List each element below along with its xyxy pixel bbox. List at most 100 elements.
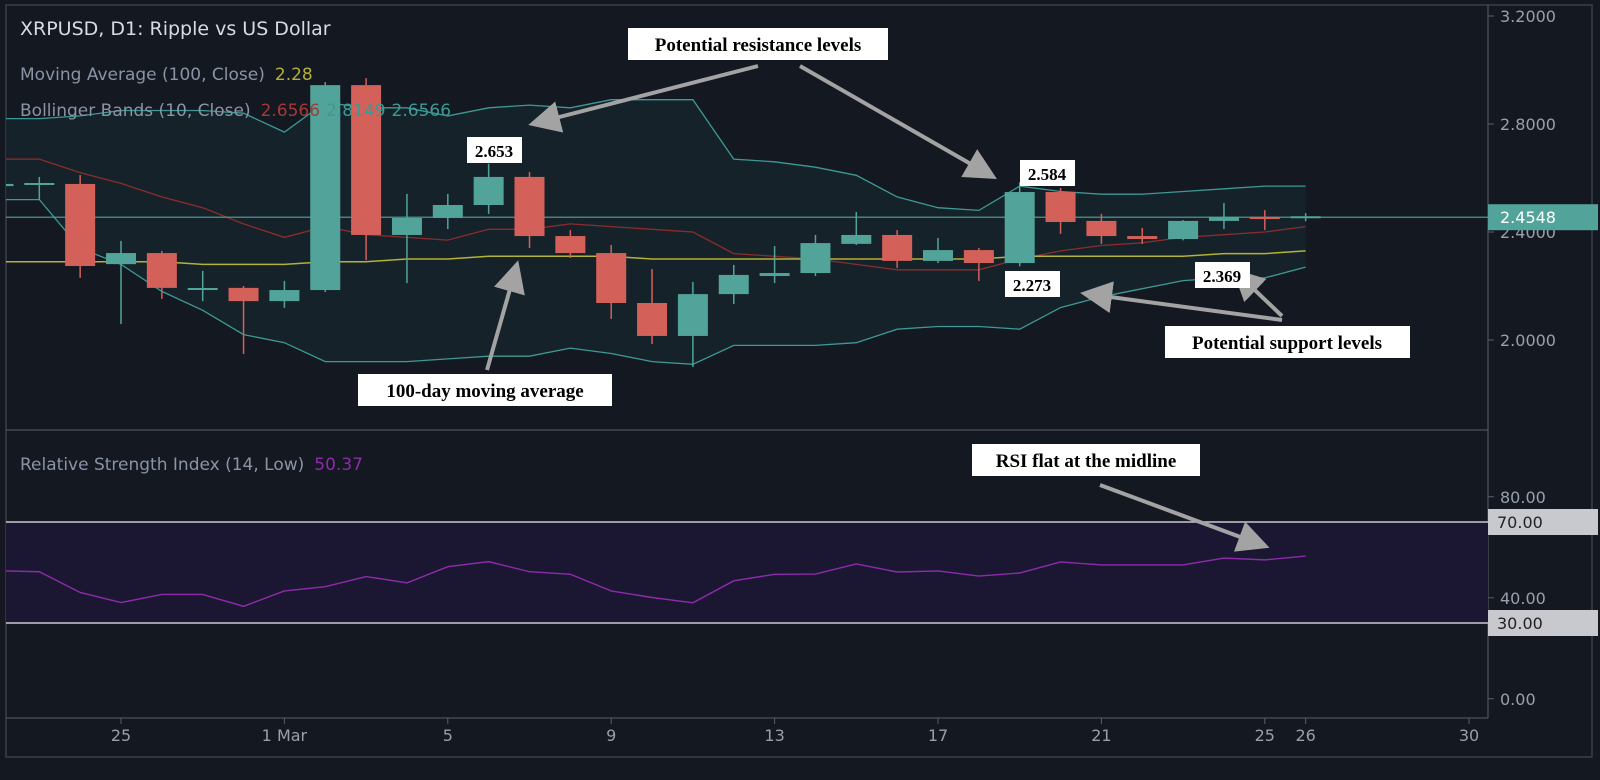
candle-body [473,176,504,205]
time-tick-label: 25 [1255,726,1275,745]
candle-body [1208,216,1239,221]
last-price-label: 2.4548 [1500,208,1556,227]
bollinger-basis-line [6,158,1306,271]
candle-body [6,183,14,187]
price-tick-label: 2.8000 [1500,115,1556,134]
bollinger-upper-line [6,99,1306,212]
high1-box [467,137,522,163]
candle-mar-8 [555,230,586,258]
candle-body [106,253,136,265]
rsi-tick-label: 0.00 [1500,690,1536,709]
rsi-level-badge [1488,610,1598,636]
arrow-resistance-right [799,64,997,179]
low1-box [1005,271,1060,297]
time-tick-label: 25 [111,726,131,745]
candle-mar-1 [269,280,300,308]
ma-legend-value: 2.28 [275,65,313,85]
bb-legend[interactable]: Bollinger Bands (10, Close) 2.6566 2.8149 2… [20,101,451,121]
rsi-tick-label: 40.00 [1500,589,1546,608]
high1-label: 2.653 [475,142,513,161]
rsi-legend-label: Relative Strength Index (14, Low) [20,455,304,475]
annotations: Potential resistance levels Potential su… [358,28,1410,552]
price-tick-label: 2.0000 [1500,331,1556,350]
candle-feb-22 [6,183,14,187]
candle-body [1168,220,1199,240]
candle-body [1249,216,1280,220]
candle-body [555,236,586,254]
arrow-support-left [1080,281,1283,322]
last-price-badge [1488,204,1598,231]
time-tick-label: 5 [443,726,453,745]
candle-mar-11 [677,281,708,367]
rsi-line [6,555,1306,608]
bb-upper-value: 2.8149 [326,101,385,121]
rsi-level-badge [1488,509,1598,535]
candle-body [677,294,708,336]
candle-mar-5 [432,193,463,230]
candle-body [391,217,422,235]
rsi-tick-label: 80.00 [1500,488,1546,507]
candle-feb-24 [65,175,96,278]
candle-mar-18 [963,247,994,281]
ma-legend[interactable]: Moving Average (100, Close) 2.28 [20,65,313,85]
candle-mar-6 [473,163,504,214]
ma-legend-label: Moving Average (100, Close) [20,65,265,85]
time-tick-label: 1 Mar [262,726,308,745]
candle-body [65,183,96,267]
candle-feb-25 [106,240,136,325]
chart-frame [5,4,1593,758]
candle-mar-26 [1290,213,1321,222]
candle-feb-23 [24,176,55,200]
candle-mar-4 [391,193,422,284]
arrow-resistance-left [528,64,759,133]
candle-mar-19 [1004,182,1035,267]
candle-body [882,234,913,261]
candle-body [963,250,994,264]
low2-label: 2.369 [1203,267,1241,286]
axes: 3.20002.80002.40002.00002.454880.0040.00… [111,7,1598,745]
candle-body [596,253,627,304]
candle-mar-20 [1045,187,1076,234]
arrow-rsi [1099,483,1270,552]
rsi-legend-value: 50.37 [314,455,363,475]
candle-mar-24 [1208,203,1239,230]
candle-body [514,176,545,237]
candle-mar-22 [1127,227,1158,244]
candle-mar-17 [923,237,953,264]
candle-mar-14 [800,234,831,277]
candle-mar-9 [596,244,627,319]
candle-body [923,250,953,261]
rsi-band-fill [6,522,1488,623]
candle-mar-16 [882,230,913,268]
candle-body [718,274,749,295]
price-tick-label: 3.2000 [1500,7,1556,26]
rsi-level-label: 70.00 [1497,513,1543,532]
rsi-level-label: 30.00 [1497,614,1543,633]
candle-body [310,85,341,291]
resistance-label: Potential resistance levels [655,35,862,56]
low1-label: 2.273 [1013,276,1051,295]
resistance-label-box [628,28,888,60]
candle-body [351,85,382,235]
bb-legend-label: Bollinger Bands (10, Close) [20,101,251,121]
candle-mar-2 [310,82,341,292]
candle-mar-15 [841,212,872,245]
time-tick-label: 30 [1459,726,1479,745]
candle-feb-28 [228,286,259,355]
bb-basis-value: 2.6566 [261,101,320,121]
candle-body [1004,192,1035,264]
price-pane[interactable] [0,78,1488,367]
rsi-legend[interactable]: Relative Strength Index (14, Low) 50.37 [20,455,363,475]
candle-body [228,287,259,302]
rsi-label-box [972,444,1200,476]
low2-box [1195,262,1250,288]
rsi-pane[interactable] [0,521,1488,624]
candle-body [1045,192,1076,223]
time-tick-label: 21 [1091,726,1111,745]
time-tick-label: 26 [1295,726,1315,745]
candle-feb-27 [187,270,218,302]
bb-lower-value: 2.6566 [392,101,451,121]
ma-label-box [358,374,612,406]
ma-label: 100-day moving average [386,381,583,402]
